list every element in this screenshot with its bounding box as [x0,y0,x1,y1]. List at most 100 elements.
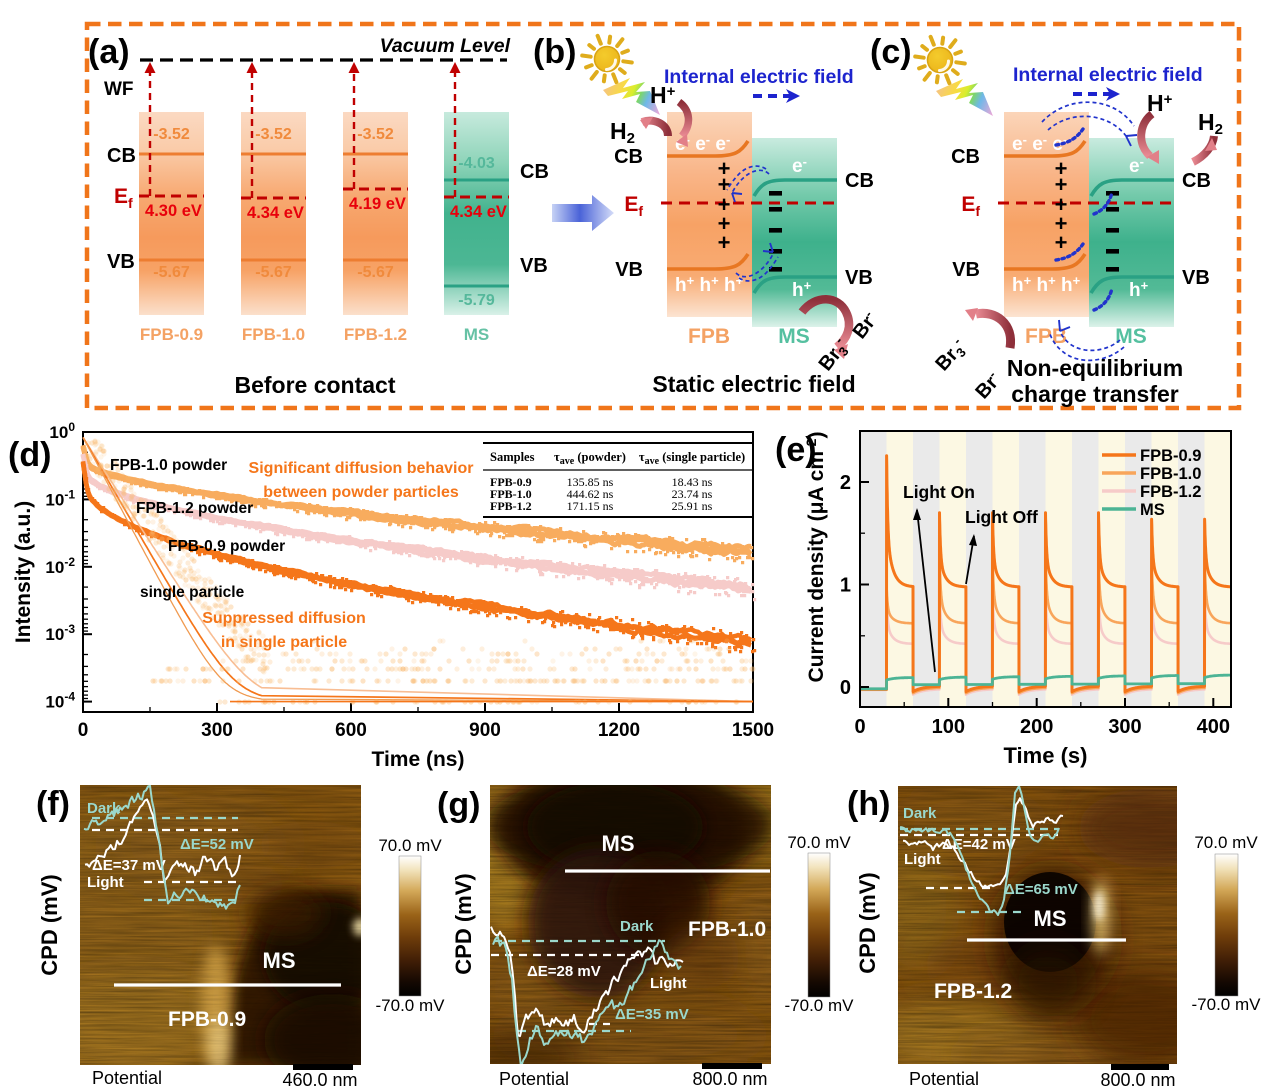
svg-text:VB: VB [107,251,135,273]
svg-text:70.0 mV: 70.0 mV [787,833,851,852]
svg-text:-3.52: -3.52 [153,126,190,143]
svg-text:(c): (c) [870,33,912,71]
svg-text:18.43 ns: 18.43 ns [672,475,713,489]
svg-text:H2: H2 [610,118,635,147]
svg-text:171.15 ns: 171.15 ns [567,499,614,513]
svg-text:0: 0 [854,716,865,738]
svg-text:h+ h+ h+: h+ h+ h+ [675,273,744,296]
svg-text:-3.52: -3.52 [357,126,394,143]
svg-text:τave (single particle): τave (single particle) [639,450,745,467]
svg-text:h+ h+ h+: h+ h+ h+ [1012,273,1081,296]
svg-text:Light: Light [904,851,941,868]
svg-text:(g): (g) [437,786,480,824]
svg-text:+: + [1055,211,1068,236]
svg-text:MS: MS [602,831,635,856]
svg-text:FPB-1.2: FPB-1.2 [1140,483,1201,501]
svg-text:Dark: Dark [903,805,937,822]
svg-text:Potential: Potential [909,1069,979,1089]
svg-text:4.30 eV: 4.30 eV [145,202,202,220]
svg-text:single particle: single particle [140,584,245,601]
svg-text:ΔE=65 mV: ΔE=65 mV [1004,881,1078,898]
svg-text:WF: WF [104,79,134,100]
svg-text:(f): (f) [36,785,70,823]
svg-text:200: 200 [1020,716,1053,738]
svg-text:Ef: Ef [624,193,643,219]
svg-text:Dark: Dark [620,918,654,935]
svg-text:1: 1 [840,575,851,597]
svg-text:FPB-1.0: FPB-1.0 [688,918,766,941]
svg-text:VB: VB [1182,267,1210,289]
svg-text:VB: VB [520,255,548,277]
svg-text:FPB-0.9: FPB-0.9 [1140,447,1201,465]
svg-text:+: + [718,230,731,255]
svg-text:CB: CB [614,146,643,168]
svg-text:FPB-1.0: FPB-1.0 [490,487,532,501]
svg-text:Before contact: Before contact [234,372,395,398]
svg-text:70.0 mV: 70.0 mV [1194,833,1258,852]
svg-text:-4.03: -4.03 [458,155,495,172]
svg-text:MS: MS [1115,325,1147,348]
svg-text:70.0 mV: 70.0 mV [378,836,442,855]
svg-text:FPB: FPB [688,325,730,348]
svg-text:VB: VB [952,259,980,281]
svg-text:1500: 1500 [732,720,774,741]
svg-text:Light Off: Light Off [965,507,1038,527]
svg-text:-70.0 mV: -70.0 mV [785,996,855,1015]
svg-text:FPB-1.2: FPB-1.2 [490,499,532,513]
svg-text:(b): (b) [533,33,576,71]
svg-text:FPB-1.0 powder: FPB-1.0 powder [110,457,227,474]
svg-text:Suppressed diffusion: Suppressed diffusion [202,610,366,627]
svg-text:Samples: Samples [490,450,535,464]
svg-text:CPD (mV): CPD (mV) [451,873,476,974]
svg-text:(d): (d) [8,436,51,474]
svg-text:-5.67: -5.67 [153,264,190,281]
svg-text:-3.52: -3.52 [255,126,292,143]
svg-text:between powder particles: between powder particles [263,484,459,501]
svg-text:CB: CB [107,145,136,167]
svg-text:FPB-0.9 powder: FPB-0.9 powder [168,538,285,555]
svg-text:(e): (e) [775,431,817,469]
svg-text:ΔE=52 mV: ΔE=52 mV [180,836,254,853]
svg-text:4.34 eV: 4.34 eV [247,204,304,222]
svg-text:charge transfer: charge transfer [1011,381,1179,407]
svg-text:Intensity (a.u.): Intensity (a.u.) [12,501,35,643]
svg-text:Ef: Ef [114,185,133,211]
svg-text:Ef: Ef [961,193,980,219]
svg-text:+: + [718,192,731,217]
svg-text:(h): (h) [847,785,890,823]
svg-text:VB: VB [615,259,643,281]
svg-text:Non-equilibrium: Non-equilibrium [1007,355,1183,381]
svg-text:Potential: Potential [499,1069,569,1089]
svg-text:FPB-1.0: FPB-1.0 [1140,465,1201,483]
svg-text:MS: MS [778,325,810,348]
svg-text:Internal electric field: Internal electric field [1013,64,1203,86]
svg-text:Potential: Potential [92,1068,162,1088]
svg-text:300: 300 [1108,716,1141,738]
svg-text:MS: MS [1140,501,1165,519]
svg-text:+: + [1055,192,1068,217]
svg-text:CB: CB [951,146,980,168]
svg-text:Vacuum Level: Vacuum Level [380,35,511,57]
svg-text:+: + [1055,156,1068,181]
svg-text:MS: MS [263,948,296,973]
svg-text:Time (s): Time (s) [1004,743,1088,768]
svg-text:-5.67: -5.67 [255,264,292,281]
svg-text:(a): (a) [88,33,130,71]
svg-text:4.19 eV: 4.19 eV [349,195,406,213]
svg-text:Br-: Br- [970,368,1006,404]
svg-text:Br3-: Br3- [930,334,972,377]
svg-text:25.91 ns: 25.91 ns [672,499,713,513]
svg-text:ΔE=35 mV: ΔE=35 mV [615,1006,689,1023]
svg-text:CPD (mV): CPD (mV) [37,874,62,975]
svg-text:CB: CB [1182,170,1211,192]
svg-text:400: 400 [1197,716,1230,738]
svg-text:FPB-1.0: FPB-1.0 [242,325,305,344]
svg-text:Significant diffusion behavior: Significant diffusion behavior [249,460,474,477]
svg-text:460.0 nm: 460.0 nm [282,1070,357,1090]
svg-text:Light: Light [87,874,124,891]
svg-text:4.34 eV: 4.34 eV [450,203,507,221]
svg-text:VB: VB [845,267,873,289]
svg-text:+: + [1055,172,1068,197]
svg-text:MS: MS [464,325,490,344]
svg-text:444.62 ns: 444.62 ns [567,487,614,501]
